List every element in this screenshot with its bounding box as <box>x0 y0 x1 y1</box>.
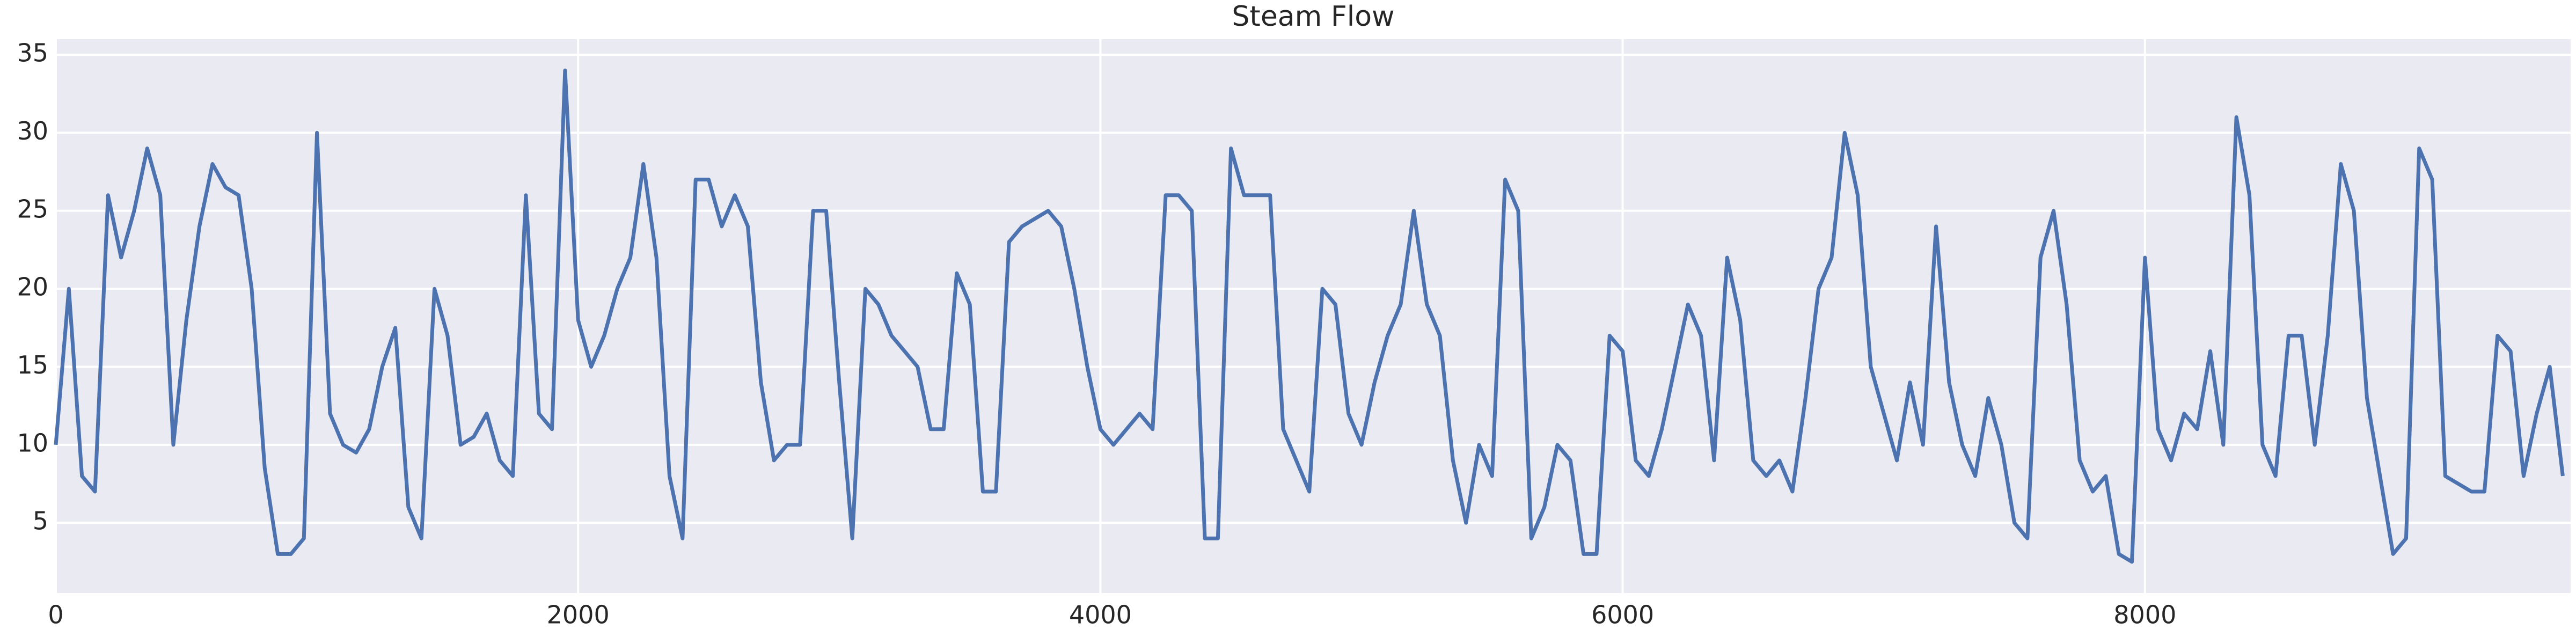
x-tick-label: 2000 <box>547 601 610 630</box>
line <box>54 68 2565 564</box>
x-tick-label: 8000 <box>2113 601 2176 630</box>
y-tick-label: 25 <box>17 194 48 223</box>
y-tick-label: 5 <box>33 507 48 536</box>
y-tick-label: 35 <box>17 39 48 68</box>
y-tick-label: 15 <box>17 350 48 379</box>
y-tick-label: 30 <box>17 116 48 145</box>
plot-background <box>56 39 2571 593</box>
x-tick-label: 0 <box>48 601 63 630</box>
x-tick-label: 4000 <box>1069 601 1132 630</box>
y-tick-label: 20 <box>17 273 48 302</box>
y-tick-label: 10 <box>17 428 48 457</box>
x-tick-label: 6000 <box>1591 601 1654 630</box>
chart-title: Steam Flow <box>1232 1 1394 33</box>
